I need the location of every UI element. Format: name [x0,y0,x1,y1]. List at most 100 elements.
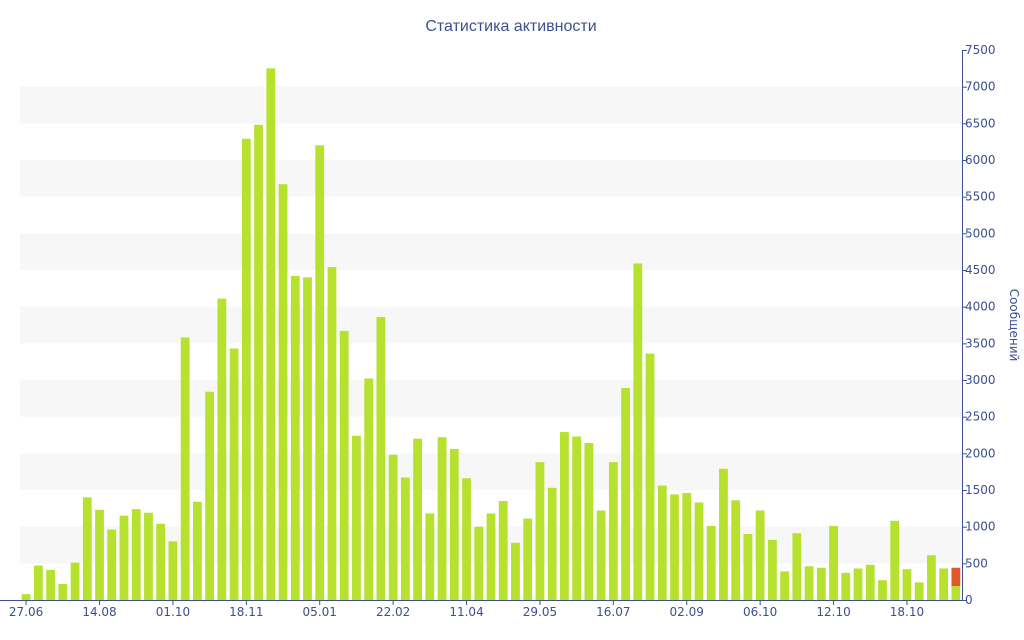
x-tick-label: 14.08 [82,605,116,619]
chart-title: Статистика активности [425,18,596,35]
grid-band [20,453,962,490]
y-tick-label: 1500 [965,483,996,497]
bar [853,568,863,600]
bar [33,565,43,600]
bar [131,509,141,600]
y-ticks-group: 0 500 1000 1500 2000 2500 3000 3500 4000 4500 5000… [962,43,996,607]
bar [572,436,582,600]
x-tick-label: 05.01 [303,605,337,619]
bar [303,277,312,600]
bar [719,468,728,600]
bar [914,582,924,600]
y-tick-label: 2500 [965,410,996,424]
bars-group [21,68,961,601]
grid-band [20,306,962,344]
bar [621,388,630,600]
bar [670,494,679,600]
bar [290,275,300,600]
bar [339,330,349,600]
bar [21,594,31,600]
bar [449,448,459,600]
bar [841,572,851,600]
bar [82,497,92,600]
bar [633,263,643,600]
bar [511,542,520,600]
x-tick-label: 29.05 [523,605,557,619]
x-tick-label: 27.06 [9,605,43,619]
bar [388,454,398,600]
bar [706,525,716,600]
bar [584,443,594,600]
bar [890,520,900,600]
axes-group [0,50,964,601]
bar [694,502,704,600]
y-tick-label: 500 [965,556,988,570]
bar [792,533,802,600]
bar [437,437,447,600]
x-tick-label: 18.10 [890,605,924,619]
y-tick-label: 2000 [965,446,996,460]
bar [46,569,55,600]
y-tick-label: 5000 [965,226,996,240]
grid-band [20,380,962,417]
bar [498,501,508,600]
grid-band [20,86,962,124]
bar [559,432,569,600]
bar [413,438,423,600]
bar [865,564,875,600]
x-tick-label: 06.10 [743,605,777,619]
bar [829,525,838,600]
bar [731,500,741,600]
bar [266,68,276,601]
x-tick-label: 22.02 [376,605,410,619]
bar [217,298,227,600]
grid-band [20,160,962,197]
bar [352,435,361,600]
bar [205,391,215,600]
y-tick-label: 6500 [965,116,996,130]
bar [474,526,484,600]
y-tick-label: 0 [965,593,973,607]
y-tick-label: 4500 [965,263,996,277]
bar [254,124,263,601]
bar [657,485,667,600]
bar [939,568,949,600]
y-tick-label: 5500 [965,190,996,204]
y-tick-label: 7500 [965,43,996,57]
y-axis-label: Сообщений [1007,289,1021,362]
bar [95,509,104,600]
bar [119,515,129,600]
bar [327,267,337,600]
y-tick-label: 7000 [965,80,996,94]
background-bands [20,86,962,564]
bar [156,523,166,600]
bar [376,316,386,600]
y-tick-label: 4000 [965,300,996,314]
bar [192,501,202,600]
x-tick-label: 16.07 [596,605,630,619]
y-tick-label: 6000 [965,153,996,167]
bar [767,539,777,600]
y-tick-label: 3000 [965,373,996,387]
bar [107,529,117,600]
bar [780,571,790,600]
bar [804,566,814,600]
x-tick-label: 12.10 [816,605,850,619]
bar [755,510,765,600]
bar [523,518,533,600]
bar [229,348,239,600]
x-tick-label: 11.04 [449,605,483,619]
y-tick-label: 1000 [965,520,996,534]
bar [58,583,68,600]
bar [364,378,374,600]
bar [816,567,826,600]
bar [486,513,496,600]
grid-band [20,233,962,270]
bar [168,541,178,600]
bar [902,569,912,600]
bar [144,512,153,600]
bar [535,462,545,600]
bar [425,513,435,600]
bar [596,510,606,600]
